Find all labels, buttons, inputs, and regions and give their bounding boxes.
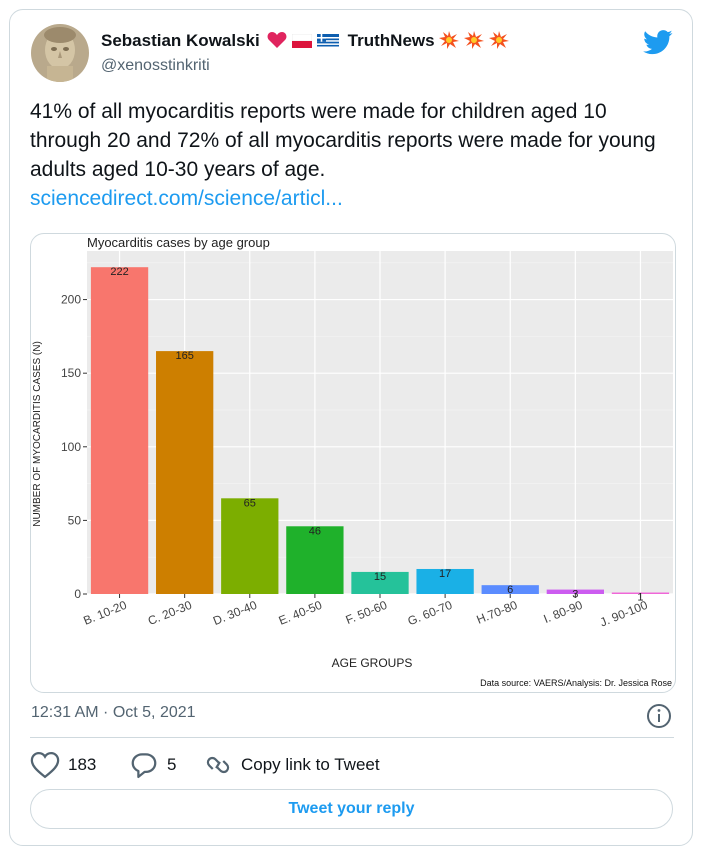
heart-icon	[30, 751, 60, 779]
explosion-emoji-icon	[439, 31, 460, 49]
divider	[30, 737, 674, 738]
tweet-timestamp[interactable]: 12:31 AM · Oct 5, 2021	[31, 704, 196, 721]
link-icon	[206, 756, 230, 774]
bar-value-label: 6	[507, 584, 513, 596]
bar-value-label: 165	[175, 350, 193, 362]
reply-count: 5	[167, 755, 177, 774]
tweet-body: 41% of all myocarditis reports were made…	[30, 100, 656, 181]
bar	[351, 571, 409, 594]
y-tick-label: 150	[61, 366, 81, 380]
bar	[416, 568, 474, 594]
y-tick-label: 100	[61, 440, 81, 454]
tweet-your-reply-button[interactable]: Tweet your reply	[30, 789, 673, 829]
y-tick-label: 50	[68, 513, 82, 527]
like-button[interactable]: 183	[30, 750, 96, 780]
avatar[interactable]	[31, 24, 89, 82]
x-tick-label: J. 90-100	[598, 598, 650, 630]
y-tick-label: 200	[61, 293, 81, 307]
poland-flag-icon	[291, 33, 313, 48]
author-suffix: TruthNews	[347, 31, 435, 50]
bar-value-label: 222	[110, 266, 128, 278]
bar	[611, 592, 670, 594]
x-tick-label: F. 50-60	[344, 598, 390, 627]
x-tick-label: D. 30-40	[211, 598, 259, 628]
tweet-text: 41% of all myocarditis reports were made…	[30, 97, 680, 213]
x-tick-label: H.70-80	[475, 598, 520, 627]
author-name: Sebastian Kowalski	[101, 31, 260, 50]
bar	[90, 267, 149, 594]
reply-bubble-icon	[131, 753, 157, 778]
x-tick-label: C. 20-30	[146, 598, 194, 628]
handle[interactable]: @xenosstinkriti	[101, 57, 210, 74]
x-axis-label: AGE GROUPS	[332, 656, 413, 670]
chart-title: Myocarditis cases by age group	[87, 235, 270, 250]
bar	[156, 351, 214, 594]
x-tick-label: G. 60-70	[406, 598, 455, 629]
x-tick-label: I. 80-90	[541, 598, 584, 626]
bar	[481, 585, 539, 594]
explosion-emoji-icon	[488, 31, 509, 49]
twitter-bird-icon[interactable]	[643, 30, 673, 60]
reply-button[interactable]: 5	[129, 750, 176, 780]
explosion-emoji-icon	[464, 31, 485, 49]
copy-link-label: Copy link to Tweet	[241, 755, 380, 774]
x-tick-label: E. 40-50	[277, 598, 325, 628]
greece-flag-icon	[316, 34, 339, 48]
bar-value-label: 46	[309, 525, 321, 537]
chart-source: Data source: VAERS/Analysis: Dr. Jessica…	[480, 678, 672, 688]
display-name[interactable]: Sebastian Kowalski TruthNews	[101, 31, 509, 51]
x-tick-label: B. 10-20	[81, 598, 129, 628]
bar	[221, 498, 279, 594]
like-count: 183	[68, 755, 97, 774]
bar	[286, 526, 344, 594]
bar	[546, 589, 604, 594]
bar-value-label: 17	[439, 568, 451, 580]
bar-value-label: 15	[374, 571, 386, 583]
tweet-link[interactable]: sciencedirect.com/science/articl...	[30, 187, 343, 210]
heart-emoji-icon	[268, 32, 287, 48]
y-axis-label: NUMBER OF MYOCARDITIS CASES (N)	[32, 341, 43, 527]
info-icon[interactable]	[646, 703, 672, 734]
bar-value-label: 65	[244, 497, 256, 509]
copy-link-button[interactable]: Copy link to Tweet	[203, 750, 380, 780]
y-tick-label: 0	[74, 587, 81, 601]
